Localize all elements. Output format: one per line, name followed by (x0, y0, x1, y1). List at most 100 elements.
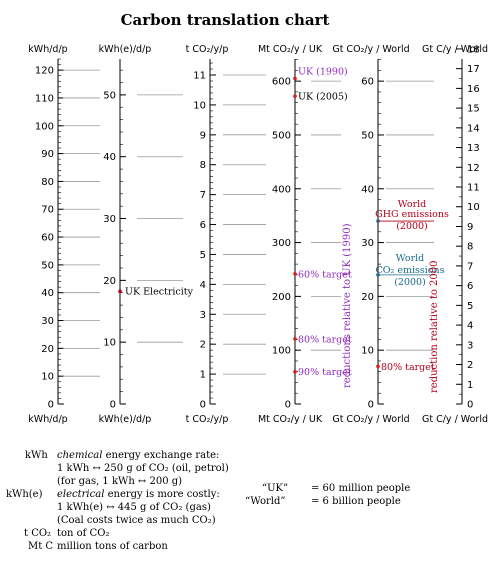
tick-label: 3 (467, 340, 473, 351)
axis-4: Gt CO₂/y / World Gt CO₂/y / World 0 10 20 30 4… (332, 44, 434, 425)
tick-label: 30 (103, 214, 116, 225)
tick-label: 7 (467, 261, 473, 272)
tick-label: 100 (272, 346, 291, 357)
tick-label: 8 (200, 160, 206, 171)
tick-label: 6 (467, 281, 473, 292)
annotation-uk-electricity: UK Electricity (125, 286, 194, 297)
annotation-world-co2-0: World (396, 253, 425, 264)
annotation-world-ghg-2: (2000) (396, 221, 428, 232)
tick-label: 80 (41, 177, 54, 188)
tick-label: 40 (103, 152, 116, 163)
annotation-dot-uk-1 (293, 76, 297, 81)
tick-label: 20 (103, 276, 116, 287)
tick-label: 9 (200, 130, 206, 141)
footnote-kwh-line2: 1 kWh ↔ 250 g of CO₂ (oil, petrol) (57, 463, 229, 474)
axes-layer: kWh/d/pkWh/d/p01020304050607080901001101… (28, 44, 488, 425)
footnote-tco2-term: t CO₂ (24, 528, 52, 539)
axis-header-bottom-4: Gt CO₂/y / World (332, 414, 409, 425)
tick-label: 15 (467, 104, 480, 115)
annotations-layer: UK Electricity UK (1990) UK (2005) 60% targ… (118, 66, 449, 393)
tick-label: 18 (467, 44, 480, 55)
annotation-world-ghg-1: GHG emissions (375, 209, 449, 220)
tick-label: 50 (361, 130, 374, 141)
annotation-dot-world-target (376, 364, 380, 369)
footnote-mtc-desc: million tons of carbon (57, 541, 168, 552)
tick-label: 5 (467, 301, 473, 312)
tick-label: 600 (272, 77, 291, 88)
axis-3: Mt CO₂/y / UK Mt CO₂/y / UK 0 100 200 300 400 5… (258, 44, 341, 425)
axis-header-top-3: Mt CO₂/y / UK (258, 44, 323, 55)
footnote-kwh-title: chemical (57, 450, 103, 461)
tick-label: 120 (35, 66, 54, 77)
tick-label: 2 (467, 360, 473, 371)
axis-header-top-1: kWh(e)/d/p (99, 44, 152, 55)
footnote-kwh-line3: (for gas, 1 kWh ↔ 200 g) (57, 476, 183, 487)
tick-label: 90 (41, 149, 54, 160)
tick-label: 110 (35, 93, 54, 104)
tick-label: 30 (361, 238, 374, 249)
annotation-dot-uk-5 (293, 369, 297, 374)
tick-label: 1 (467, 380, 473, 391)
annotation-uk-2: UK (2005) (298, 92, 348, 103)
tick-label: 0 (200, 400, 206, 411)
footnote-kwhe-desc: electrical energy is more costly: (57, 489, 220, 501)
annotation-world-co2-2: (2000) (394, 277, 426, 288)
axis-header-top-2: t CO₂/y/p (186, 44, 229, 55)
tick-label: 200 (272, 292, 291, 303)
tick-label: 40 (41, 288, 54, 299)
tick-label: 30 (41, 316, 54, 327)
tick-label: 40 (361, 184, 374, 195)
annotation-dot-uk-3 (293, 271, 297, 276)
footnote-kwhe-title: electrical (57, 489, 105, 500)
annotation-dot-uk-4 (293, 337, 297, 341)
tick-label: 0 (48, 400, 54, 411)
tick-label: 12 (467, 163, 480, 174)
annotation-uk-3: 60% target (298, 269, 352, 280)
axis-header-bottom-1: kWh(e)/d/p (99, 414, 152, 425)
annotation-world-target: 80% target (381, 362, 435, 373)
tick-label: 20 (361, 292, 374, 303)
tick-label: 400 (272, 184, 291, 195)
footnote-kwh-term: kWh (25, 450, 48, 461)
footnote-kwhe-term: kWh(e) (6, 489, 43, 500)
footnote-kwh-desc: chemical energy exchange rate: (57, 450, 219, 462)
vertical-label-world: reduction relative to 2000 (429, 261, 440, 394)
tick-label: 5 (200, 250, 206, 261)
axis-header-top-4: Gt CO₂/y / World (332, 44, 409, 55)
footnote-world-term: “World” (245, 496, 286, 507)
annotation-world-ghg-0: World (398, 199, 427, 210)
tick-label: 300 (272, 238, 291, 249)
tick-label: 10 (193, 100, 206, 111)
tick-label: 10 (103, 338, 116, 349)
tick-label: 60 (361, 77, 374, 88)
tick-label: 50 (103, 90, 116, 101)
tick-label: 500 (272, 130, 291, 141)
tick-label: 60 (41, 233, 54, 244)
tick-label: 0 (467, 400, 473, 411)
footnote-uk-desc: = 60 million people (311, 483, 411, 494)
vertical-label-uk: reductions relative to UK (1990) (342, 223, 353, 388)
tick-label: 0 (110, 400, 116, 411)
annotation-dot-uk-2 (293, 94, 297, 99)
tick-label: 9 (467, 222, 473, 233)
footnote-kwhe-line3: (Coal costs twice as much CO₂) (57, 515, 216, 526)
tick-label: 100 (35, 121, 54, 132)
tick-label: 3 (200, 310, 206, 321)
tick-label: 0 (368, 400, 374, 411)
tick-label: 11 (193, 70, 206, 81)
chart-title: Carbon translation chart (121, 11, 330, 29)
axis-0: kWh/d/p kWh/d/p 0 10 20 30 40 50 60 70 80 90 100 110 1… (28, 44, 100, 425)
tick-label: 17 (467, 64, 480, 75)
axis-header-bottom-5: Gt C/y / World (422, 414, 488, 425)
tick-label: 70 (41, 205, 54, 216)
tick-label: 8 (467, 242, 473, 253)
annotation-uk-4: 80% target (298, 334, 352, 345)
footnote-uk-term: “UK” (262, 483, 289, 494)
axis-header-bottom-0: kWh/d/p (28, 414, 67, 425)
axis-header-bottom-3: Mt CO₂/y / UK (258, 414, 323, 425)
axis-header-top-5: Gt C/y / World (422, 44, 488, 55)
tick-label: 14 (467, 123, 480, 134)
footnote-kwh-desc-text: energy exchange rate: (102, 450, 220, 461)
tick-label: 2 (200, 340, 206, 351)
